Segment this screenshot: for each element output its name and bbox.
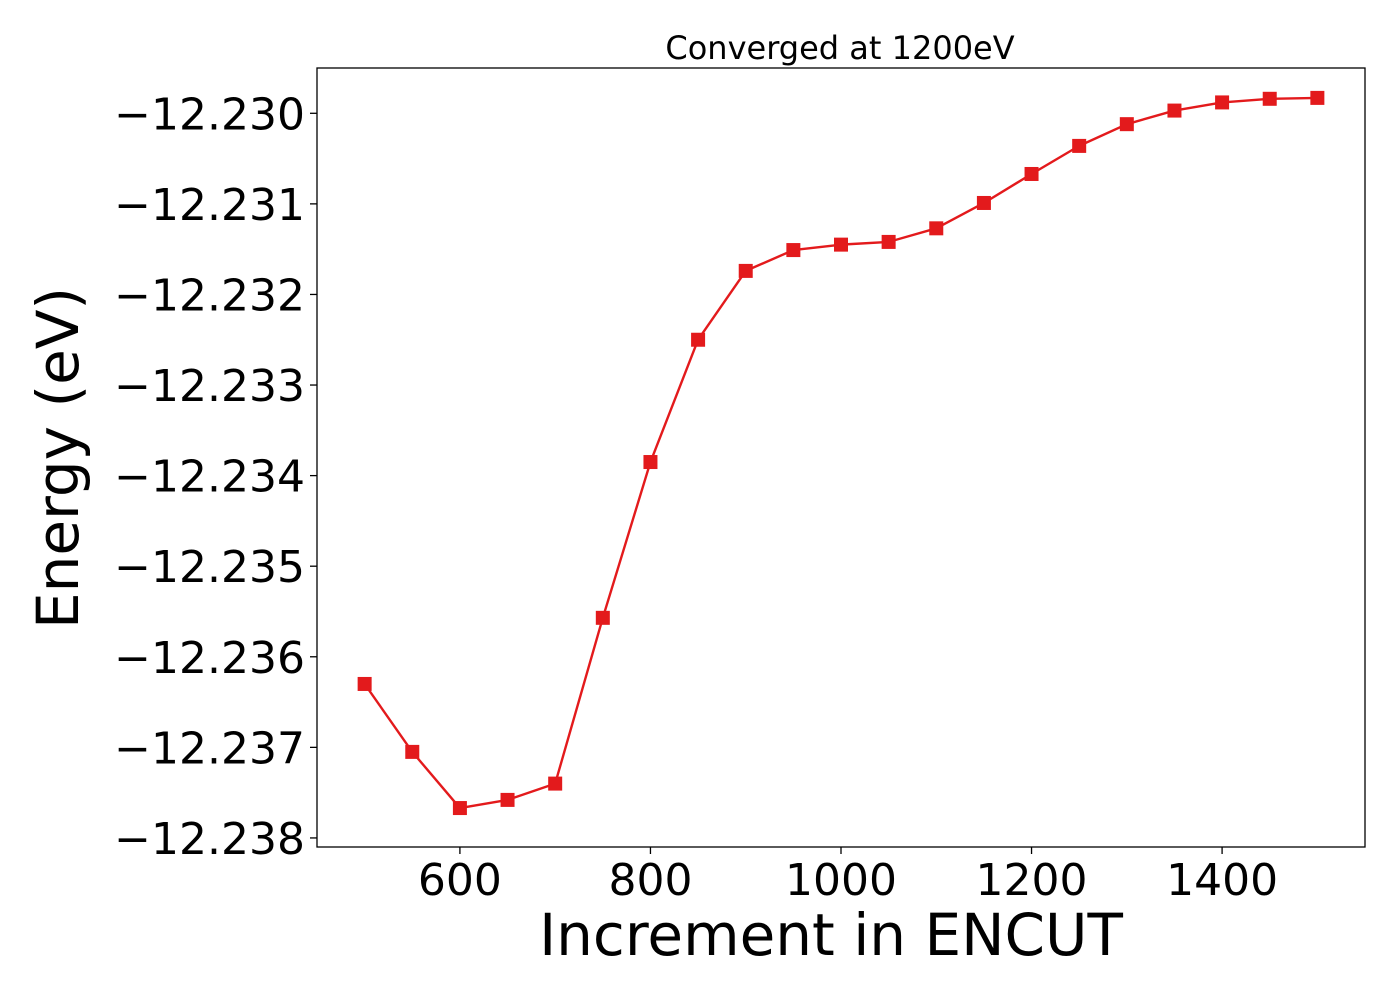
y-tick-label: −12.231 [114,180,305,231]
y-tick-label: −12.232 [114,270,305,321]
data-point-marker [1024,166,1039,181]
data-point-marker [643,455,658,470]
data-point-marker [786,243,801,258]
series-layer [357,90,1325,816]
data-point-marker [1167,103,1182,118]
data-point-marker [738,263,753,278]
plot-frame [316,67,1366,848]
data-point-marker [691,332,706,347]
data-point-marker [595,610,610,625]
y-tick-label: −12.233 [114,361,305,412]
x-tick-label: 1400 [1166,855,1278,906]
x-tick-label: 800 [608,855,692,906]
y-tick-label: −12.234 [114,452,305,503]
y-axis-label: Energy (eV) [24,287,92,629]
chart-title: Converged at 1200eV [665,29,1014,67]
x-tick-label: 1200 [976,855,1088,906]
data-point-marker [357,676,372,691]
y-tick-label: −12.237 [114,723,305,774]
y-tick-label: −12.236 [114,633,305,684]
data-point-marker [1215,95,1230,110]
x-tick-label: 600 [418,855,502,906]
y-axis: −12.238 −12.237 −12.236 −12.235 −12.234 −12.2… [114,89,317,865]
x-tick-label: 1000 [785,855,897,906]
data-point-marker [976,195,991,210]
data-point-marker [834,237,848,252]
data-point-marker [1072,138,1087,153]
data-point-marker [1310,90,1325,105]
y-tick-label: −12.230 [114,89,305,140]
data-point-marker [1262,91,1277,106]
data-point-marker [452,801,467,816]
data-point-marker [1119,117,1134,132]
data-point-marker [881,234,896,249]
x-axis-label: Increment in ENCUT [539,901,1123,969]
series-line [363,96,1318,810]
data-point-marker [929,221,944,236]
y-tick-label: −12.235 [114,542,305,593]
data-point-marker [548,776,563,791]
data-point-marker [405,744,420,759]
data-point-marker [500,792,515,807]
y-tick-label: −12.238 [114,814,305,865]
x-axis: 600 800 1000 1200 1400 [418,847,1278,906]
